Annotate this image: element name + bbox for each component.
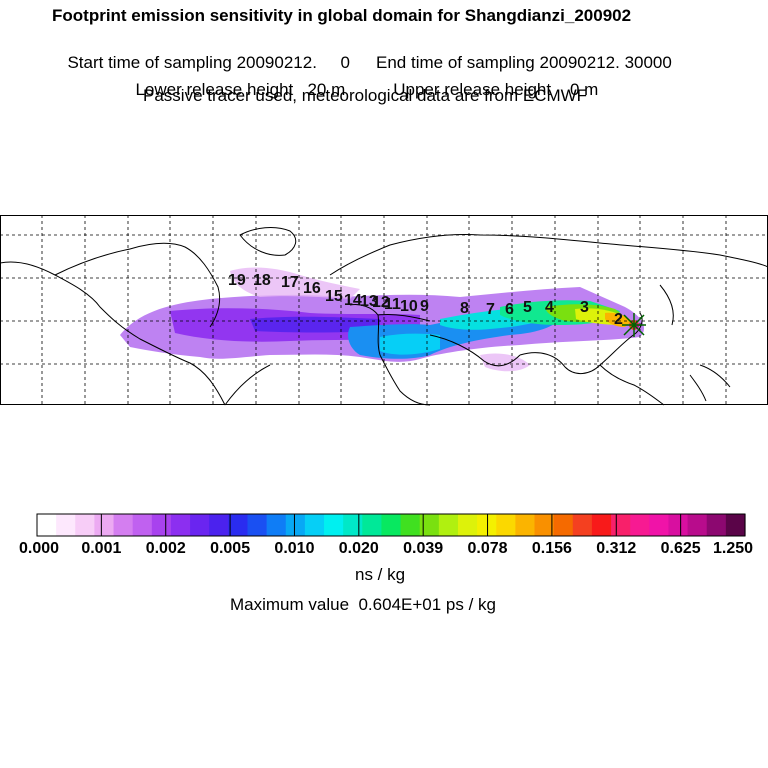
colorbar-cell	[94, 514, 115, 536]
colorbar-cell	[649, 514, 670, 536]
trajectory-label-2: 2	[614, 311, 623, 328]
colorbar-tick-label: 1.250	[713, 540, 753, 557]
trajectory-label-19: 19	[228, 272, 246, 289]
lat-lon-grid	[0, 215, 768, 404]
colorbar-cell	[190, 514, 210, 536]
colorbar-cell	[515, 514, 536, 536]
colorbar-tick-label: 0.156	[532, 540, 572, 557]
trajectory-label-16: 16	[303, 280, 321, 297]
colorbar-cell	[725, 514, 746, 536]
coastlines	[0, 227, 768, 406]
trajectory-label-5: 5	[523, 299, 532, 316]
colorbar-tick-label: 0.020	[339, 540, 379, 557]
colorbar-cell	[611, 514, 631, 536]
colorbar-cell	[170, 514, 191, 536]
colorbar-cell	[553, 514, 574, 536]
trajectory-label-7: 7	[486, 301, 495, 318]
colorbar-tick-label: 0.001	[81, 540, 121, 557]
trajectory-label-4: 4	[545, 299, 554, 316]
colorbar-cell	[496, 514, 516, 536]
colorbar-tick-label: 0.002	[146, 540, 186, 557]
colorbar-cell	[381, 514, 402, 536]
colorbar-tick-label: 0.625	[661, 540, 701, 557]
receptor-marker	[622, 313, 646, 337]
chart-title: Footprint emission sensitivity in global…	[52, 6, 632, 25]
trajectory-label-6: 6	[505, 301, 514, 318]
colorbar-cell	[477, 514, 497, 536]
colorbar-cell	[457, 514, 478, 536]
start-time-label: Start time of sampling 20090212. 0	[67, 53, 351, 72]
colorbar-tick-label: 0.010	[274, 540, 314, 557]
colorbar-cell	[706, 514, 727, 536]
colorbar-cell	[285, 514, 306, 536]
colorbar-cell	[687, 514, 708, 536]
colorbar-cell	[209, 514, 229, 536]
colorbar-cell	[266, 514, 287, 536]
trajectory-label-3: 3	[580, 299, 589, 316]
trajectory-label-18: 18	[253, 272, 271, 289]
footprint-plume	[120, 267, 645, 372]
trajectory-label-10: 10	[400, 298, 418, 315]
colorbar-cell	[419, 514, 440, 536]
colorbar-cell	[534, 514, 555, 536]
colorbar-cell	[247, 514, 268, 536]
release-heights: Lower release height 20 m Upper release h…	[126, 60, 598, 100]
upper-height-label: Upper release height 0 m	[393, 80, 599, 99]
colorbar-tick-label: 0.005	[210, 540, 250, 557]
colorbar-cell	[304, 514, 325, 536]
colorbar-cell	[343, 514, 363, 536]
colorbar-cell	[438, 514, 459, 536]
colorbar-cell	[228, 514, 249, 536]
colorbar-cell	[151, 514, 172, 536]
colorbar-cell	[56, 514, 76, 536]
colorbar-tick-label: 0.078	[468, 540, 508, 557]
colorbar-cell	[630, 514, 650, 536]
colorbar-tick-label: 0.312	[596, 540, 636, 557]
tracer-note: Passive tracer used, meteorological data…	[143, 86, 588, 105]
sampling-times: Start time of sampling 20090212. 0 End ti…	[58, 33, 672, 73]
colorbar-cell	[75, 514, 96, 536]
colorbar-cell	[324, 514, 344, 536]
trajectory-label-11: 11	[384, 296, 401, 313]
colorbar: 0.000 0.001 0.002 0.005 0.010 0.020 0.039 0.078…	[19, 513, 753, 557]
colorbar-cell	[132, 514, 153, 536]
end-time-label: End time of sampling 20090212. 30000	[376, 53, 672, 72]
trajectory-label-14: 14	[344, 292, 362, 309]
trajectory-label-15: 15	[325, 288, 343, 305]
colorbar-cell	[591, 514, 612, 536]
colorbar-tick-label: 0.000	[19, 540, 59, 557]
trajectory-label-17: 17	[281, 274, 299, 291]
max-value-label: Maximum value 0.604E+01 ps / kg	[230, 595, 496, 614]
colorbar-cell	[400, 514, 421, 536]
colorbar-tick-label: 0.039	[403, 540, 443, 557]
colorbar-cell	[362, 514, 383, 536]
colorbar-cell	[37, 514, 57, 536]
colorbar-cell	[572, 514, 593, 536]
trajectory-label-12: 12	[372, 294, 390, 311]
unit-label: ns / kg	[355, 565, 406, 584]
trajectory-label-9: 9	[420, 298, 429, 315]
trajectory-label-8: 8	[460, 300, 469, 317]
lower-height-label: Lower release height 20 m	[135, 80, 346, 99]
colorbar-cell	[113, 514, 134, 536]
colorbar-cell	[668, 514, 689, 536]
trajectory-label-13: 13	[360, 293, 378, 310]
